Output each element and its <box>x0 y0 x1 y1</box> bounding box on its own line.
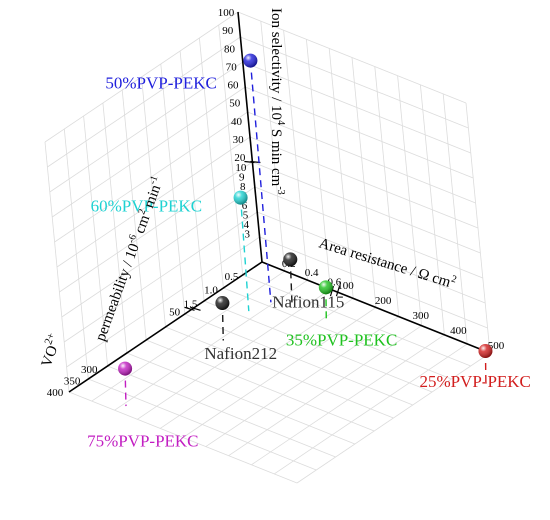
grid-line <box>273 343 468 475</box>
point-label: Nafion212 <box>204 344 277 363</box>
z-tick-label: 20 <box>234 152 246 164</box>
point-label: 50%PVP-PEKC <box>105 74 216 93</box>
grid-line <box>242 61 471 154</box>
z-axis-title: Ion selectivity / 104 S min cm-3 <box>268 8 286 195</box>
grid-line <box>102 102 128 354</box>
grid-line <box>44 11 239 143</box>
y-axis-ion-label: VO2+ <box>35 331 65 369</box>
grid-line <box>249 136 479 229</box>
ticks-layer: 0.20.40.61002003004005000.51.01.55030035… <box>47 7 505 399</box>
z-tick-label: 9 <box>239 172 245 184</box>
grid-line <box>247 111 476 204</box>
z-tick-label: 10 <box>235 162 247 174</box>
point-label: 60%PVP-PEKC <box>91 197 202 216</box>
point-marker <box>243 53 258 68</box>
z-tick-label: 6 <box>242 200 248 212</box>
drop-line <box>249 60 272 303</box>
y-axis-line <box>68 261 263 393</box>
x-axis-line <box>261 261 491 354</box>
grid-line <box>63 128 89 380</box>
grid-line <box>237 11 467 104</box>
grid-line <box>251 334 445 466</box>
drop-line <box>239 197 250 312</box>
axis-break-mark <box>184 306 201 311</box>
grid-line <box>205 316 400 447</box>
grid-line <box>420 84 445 335</box>
point-marker <box>478 344 493 359</box>
grid-line <box>107 365 336 458</box>
x-tick-label: 300 <box>413 310 430 322</box>
grid-line <box>54 111 248 243</box>
z-tick-label: 60 <box>227 80 239 92</box>
z-tick-label: 80 <box>224 43 236 55</box>
z-axis-line <box>237 11 263 263</box>
grid-line <box>374 66 400 317</box>
grid-line <box>51 86 246 218</box>
point-label: 25%PVP-PEKC <box>419 372 530 391</box>
grid-line <box>121 89 147 341</box>
grid-line <box>397 75 422 326</box>
z-tick-label: 40 <box>231 116 243 128</box>
z-tick-label: 90 <box>222 25 234 37</box>
y-tick-label: 400 <box>47 387 64 399</box>
z-tick-label: 30 <box>233 134 245 146</box>
y-tick-label: 350 <box>64 375 81 387</box>
z-tick-label: 50 <box>229 98 241 110</box>
point-marker <box>283 252 298 267</box>
point-label: 35%PVP-PEKC <box>286 330 397 349</box>
grid-line <box>146 339 375 432</box>
grid-line <box>165 326 394 419</box>
grid-line <box>245 86 474 179</box>
y-tick-label: 300 <box>81 364 98 376</box>
grid-line <box>49 61 244 193</box>
z-tick-label: 70 <box>226 61 238 73</box>
point-marker <box>118 361 133 376</box>
points-layer: 50%PVP-PEKC 60%PVP-PEKC Nafion115 Nafion212… <box>87 53 531 451</box>
axes-layer <box>68 11 491 393</box>
x-tick-label: 400 <box>450 325 467 337</box>
grid-line <box>47 36 241 168</box>
point-marker <box>233 190 248 205</box>
grid-line <box>44 141 70 393</box>
z-tick-label: 3 <box>245 229 251 241</box>
z-tick-label: 8 <box>240 181 246 193</box>
axis-break-mark <box>329 285 341 297</box>
point-marker <box>318 280 333 295</box>
y-tick-label: 1.5 <box>184 298 198 310</box>
x-tick-label: 0.4 <box>305 267 319 279</box>
z-tick-label: 4 <box>244 219 250 231</box>
drop-line <box>289 259 293 307</box>
x-tick-label: 200 <box>375 295 392 307</box>
point-marker <box>215 296 230 311</box>
x-tick-label: 100 <box>337 280 354 292</box>
grid-line <box>296 352 491 484</box>
grid-line <box>68 391 298 484</box>
grid-line <box>228 325 422 457</box>
point-label: 75%PVP-PEKC <box>87 432 198 451</box>
y-tick-label: 1.0 <box>204 285 218 297</box>
grid-line <box>56 136 251 268</box>
y-tick-label: 0.5 <box>225 271 239 283</box>
grid-line <box>88 378 317 471</box>
z-tick-label: 100 <box>218 7 235 19</box>
grid-line <box>83 115 108 367</box>
grid-line <box>465 102 491 354</box>
grid-line <box>240 36 469 129</box>
y-tick-label: 50 <box>169 306 181 318</box>
grid-line <box>126 352 356 445</box>
axis-break-mark <box>244 160 261 164</box>
z-tick-label: 5 <box>243 210 249 222</box>
grid-line <box>442 93 468 344</box>
point-label: Nafion115 <box>272 292 344 311</box>
